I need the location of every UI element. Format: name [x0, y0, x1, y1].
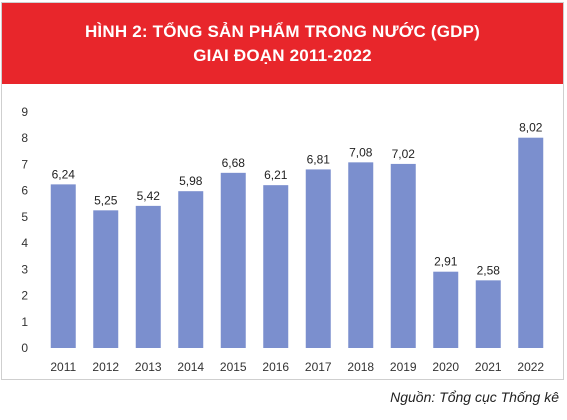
y-tick-label: 5	[21, 210, 28, 224]
chart-title-line1: HÌNH 2: TỔNG SẢN PHẨM TRONG NƯỚC (GDP)	[84, 21, 481, 41]
y-tick-label: 6	[21, 184, 28, 198]
bar-2017	[305, 169, 331, 348]
value-labels: 6,24 5,25 5,42 5,98 6,68 6,21 6,81 7,08 7,02 2,91…	[52, 121, 543, 278]
data-label-2016: 6,21	[264, 168, 288, 182]
data-label-2015: 6,68	[222, 156, 246, 170]
y-tick-label: 0	[21, 341, 28, 355]
x-tick-label-2015: 2015	[220, 360, 247, 374]
y-tick-label: 3	[21, 262, 28, 276]
data-label-2022: 8,02	[519, 121, 543, 135]
chart-header: HÌNH 2: TỔNG SẢN PHẨM TRONG NƯỚC (GDP) G…	[2, 3, 563, 84]
x-tick-label-2014: 2014	[177, 360, 204, 374]
data-label-2017: 6,81	[307, 152, 331, 166]
x-tick-label-2019: 2019	[390, 360, 417, 374]
y-tick-label: 9	[21, 105, 28, 119]
x-axis: 2011 2012 2013 2014 2015 2016 2017 2018 2019 2020…	[50, 360, 544, 374]
data-label-2014: 5,98	[179, 174, 203, 188]
bar-2020	[433, 271, 459, 348]
y-tick-label: 8	[21, 131, 28, 145]
bar-chart: 0 1 2 3 4 5 6 7 8 9 6,24 5,25 5,42 5,98 6,68 6,21 6,81 7…	[21, 105, 544, 374]
bar-2015	[220, 172, 246, 348]
x-tick-label-2022: 2022	[517, 360, 544, 374]
data-label-2011: 6,24	[52, 167, 76, 181]
bar-2013	[135, 205, 161, 348]
y-tick-label: 2	[21, 289, 28, 303]
bar-2012	[93, 210, 119, 348]
bar-2019	[390, 163, 416, 348]
bar-2014	[178, 191, 204, 348]
bar-2011	[50, 184, 76, 348]
chart-frame: HÌNH 2: TỔNG SẢN PHẨM TRONG NƯỚC (GDP) G…	[1, 2, 564, 380]
data-label-2018: 7,08	[349, 145, 373, 159]
bar-2021	[475, 280, 501, 348]
data-label-2021: 2,58	[477, 263, 501, 277]
x-tick-label-2017: 2017	[305, 360, 332, 374]
y-tick-label: 1	[21, 315, 28, 329]
x-tick-label-2013: 2013	[135, 360, 162, 374]
bar-2018	[348, 162, 374, 348]
x-tick-label-2018: 2018	[347, 360, 374, 374]
x-tick-label-2016: 2016	[262, 360, 289, 374]
y-axis: 0 1 2 3 4 5 6 7 8 9	[21, 105, 28, 355]
x-tick-label-2011: 2011	[50, 360, 76, 374]
data-label-2012: 5,25	[94, 193, 118, 207]
data-label-2020: 2,91	[434, 255, 458, 269]
y-tick-label: 4	[21, 236, 28, 250]
x-tick-label-2021: 2021	[475, 360, 502, 374]
data-label-2019: 7,02	[392, 147, 416, 161]
bar-2016	[263, 185, 289, 348]
x-tick-label-2020: 2020	[432, 360, 459, 374]
source-note: Nguồn: Tổng cục Thống kê	[390, 389, 559, 405]
x-tick-label-2012: 2012	[92, 360, 119, 374]
data-label-2013: 5,42	[137, 189, 161, 203]
bar-2022	[518, 137, 544, 348]
chart-title-line2: GIAI ĐOẠN 2011-2022	[193, 45, 372, 65]
bars	[50, 137, 544, 348]
y-tick-label: 7	[21, 157, 28, 171]
